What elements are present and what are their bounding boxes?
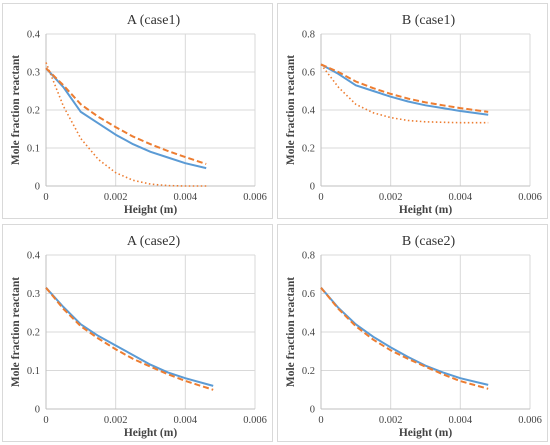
y-tick-label: 0.3 [27, 68, 40, 79]
series-line-dotted [320, 63, 489, 124]
x-tick-label: 0.004 [449, 192, 473, 203]
x-tick-label: 0.002 [104, 192, 128, 203]
y-tick-label: 0.4 [302, 328, 316, 339]
x-axis-label: Height (m) [124, 427, 178, 439]
y-tick-label: 0.6 [302, 68, 315, 79]
x-tick-label: 0.006 [243, 192, 267, 203]
y-tick-label: 0.6 [302, 289, 315, 300]
y-tick-label: 0 [35, 182, 40, 193]
series-line-dashed [45, 67, 207, 165]
y-tick-label: 0.8 [302, 251, 315, 262]
y-tick-label: 0 [310, 405, 315, 416]
series-line-dashed [320, 287, 489, 390]
series-line-solid [320, 63, 489, 116]
chart-title: A (case2) [127, 234, 181, 249]
y-tick-label: 0.2 [302, 144, 315, 155]
series-line-solid [45, 287, 214, 387]
series-line-dashed [45, 287, 214, 391]
y-tick-label: 0.4 [302, 106, 316, 117]
y-tick-label: 0 [310, 182, 315, 193]
series-line-dashed [320, 63, 489, 113]
y-axis-label: Mole fraction reactant [285, 55, 297, 165]
y-tick-label: 0.4 [27, 251, 41, 262]
y-tick-label: 0.2 [302, 366, 315, 377]
series-line-dotted [45, 62, 207, 187]
chart-title: B (case1) [402, 13, 456, 28]
y-tick-label: 0.2 [27, 328, 40, 339]
x-tick-label: 0 [43, 415, 48, 426]
chart-svg-a-case2: A (case2) 0 0.1 0.2 0.3 0.4 0 0.002 0.004 0.006 He… [10, 234, 267, 439]
x-axis-label: Height (m) [399, 204, 453, 216]
x-tick-label: 0.006 [518, 415, 542, 426]
x-tick-label: 0.002 [379, 415, 403, 426]
y-tick-label: 0.1 [27, 366, 40, 377]
x-tick-label: 0 [318, 415, 323, 426]
y-axis-label: Mole fraction reactant [10, 55, 22, 165]
x-tick-label: 0.004 [449, 415, 473, 426]
y-tick-label: 0.4 [27, 30, 41, 41]
y-tick-label: 0.8 [302, 30, 315, 41]
series-line-solid [320, 287, 489, 386]
x-axis-label: Height (m) [399, 427, 453, 439]
chart-panel-a-case1: A (case1) 0 0.1 0.2 0.3 0.4 0 0.002 0.004 0.006 He… [2, 3, 273, 219]
chart-svg-a-case1: A (case1) 0 0.1 0.2 0.3 0.4 0 0.002 0.004 0.006 He… [10, 13, 267, 216]
x-tick-label: 0.002 [104, 415, 128, 426]
x-axis-label: Height (m) [124, 204, 178, 216]
x-tick-label: 0.002 [379, 192, 403, 203]
y-tick-label: 0.1 [27, 144, 40, 155]
x-tick-label: 0.004 [174, 415, 198, 426]
chart-panel-a-case2: A (case2) 0 0.1 0.2 0.3 0.4 0 0.002 0.004 0.006 He… [2, 224, 273, 442]
y-axis-label: Mole fraction reactant [285, 277, 297, 387]
y-tick-label: 0.2 [27, 106, 40, 117]
x-tick-label: 0.004 [174, 192, 198, 203]
chart-svg-b-case1: B (case1) 0 0.2 0.4 0.6 0.8 0 0.002 0.004 0.006 He… [285, 13, 542, 216]
y-tick-label: 0.3 [27, 289, 40, 300]
x-tick-label: 0 [43, 192, 48, 203]
chart-title: B (case2) [402, 234, 456, 249]
chart-title: A (case1) [127, 13, 181, 28]
x-tick-label: 0.006 [243, 415, 267, 426]
x-tick-label: 0 [318, 192, 323, 203]
series-line-solid [45, 67, 207, 170]
y-tick-label: 0 [35, 405, 40, 416]
chart-svg-b-case2: B (case2) 0 0.2 0.4 0.6 0.8 0 0.002 0.004 0.006 He… [285, 234, 542, 439]
y-axis-label: Mole fraction reactant [10, 277, 22, 387]
chart-panel-b-case1: B (case1) 0 0.2 0.4 0.6 0.8 0 0.002 0.004 0.006 He… [277, 3, 548, 219]
x-tick-label: 0.006 [518, 192, 542, 203]
chart-panel-b-case2: B (case2) 0 0.2 0.4 0.6 0.8 0 0.002 0.004 0.006 He… [277, 224, 548, 442]
